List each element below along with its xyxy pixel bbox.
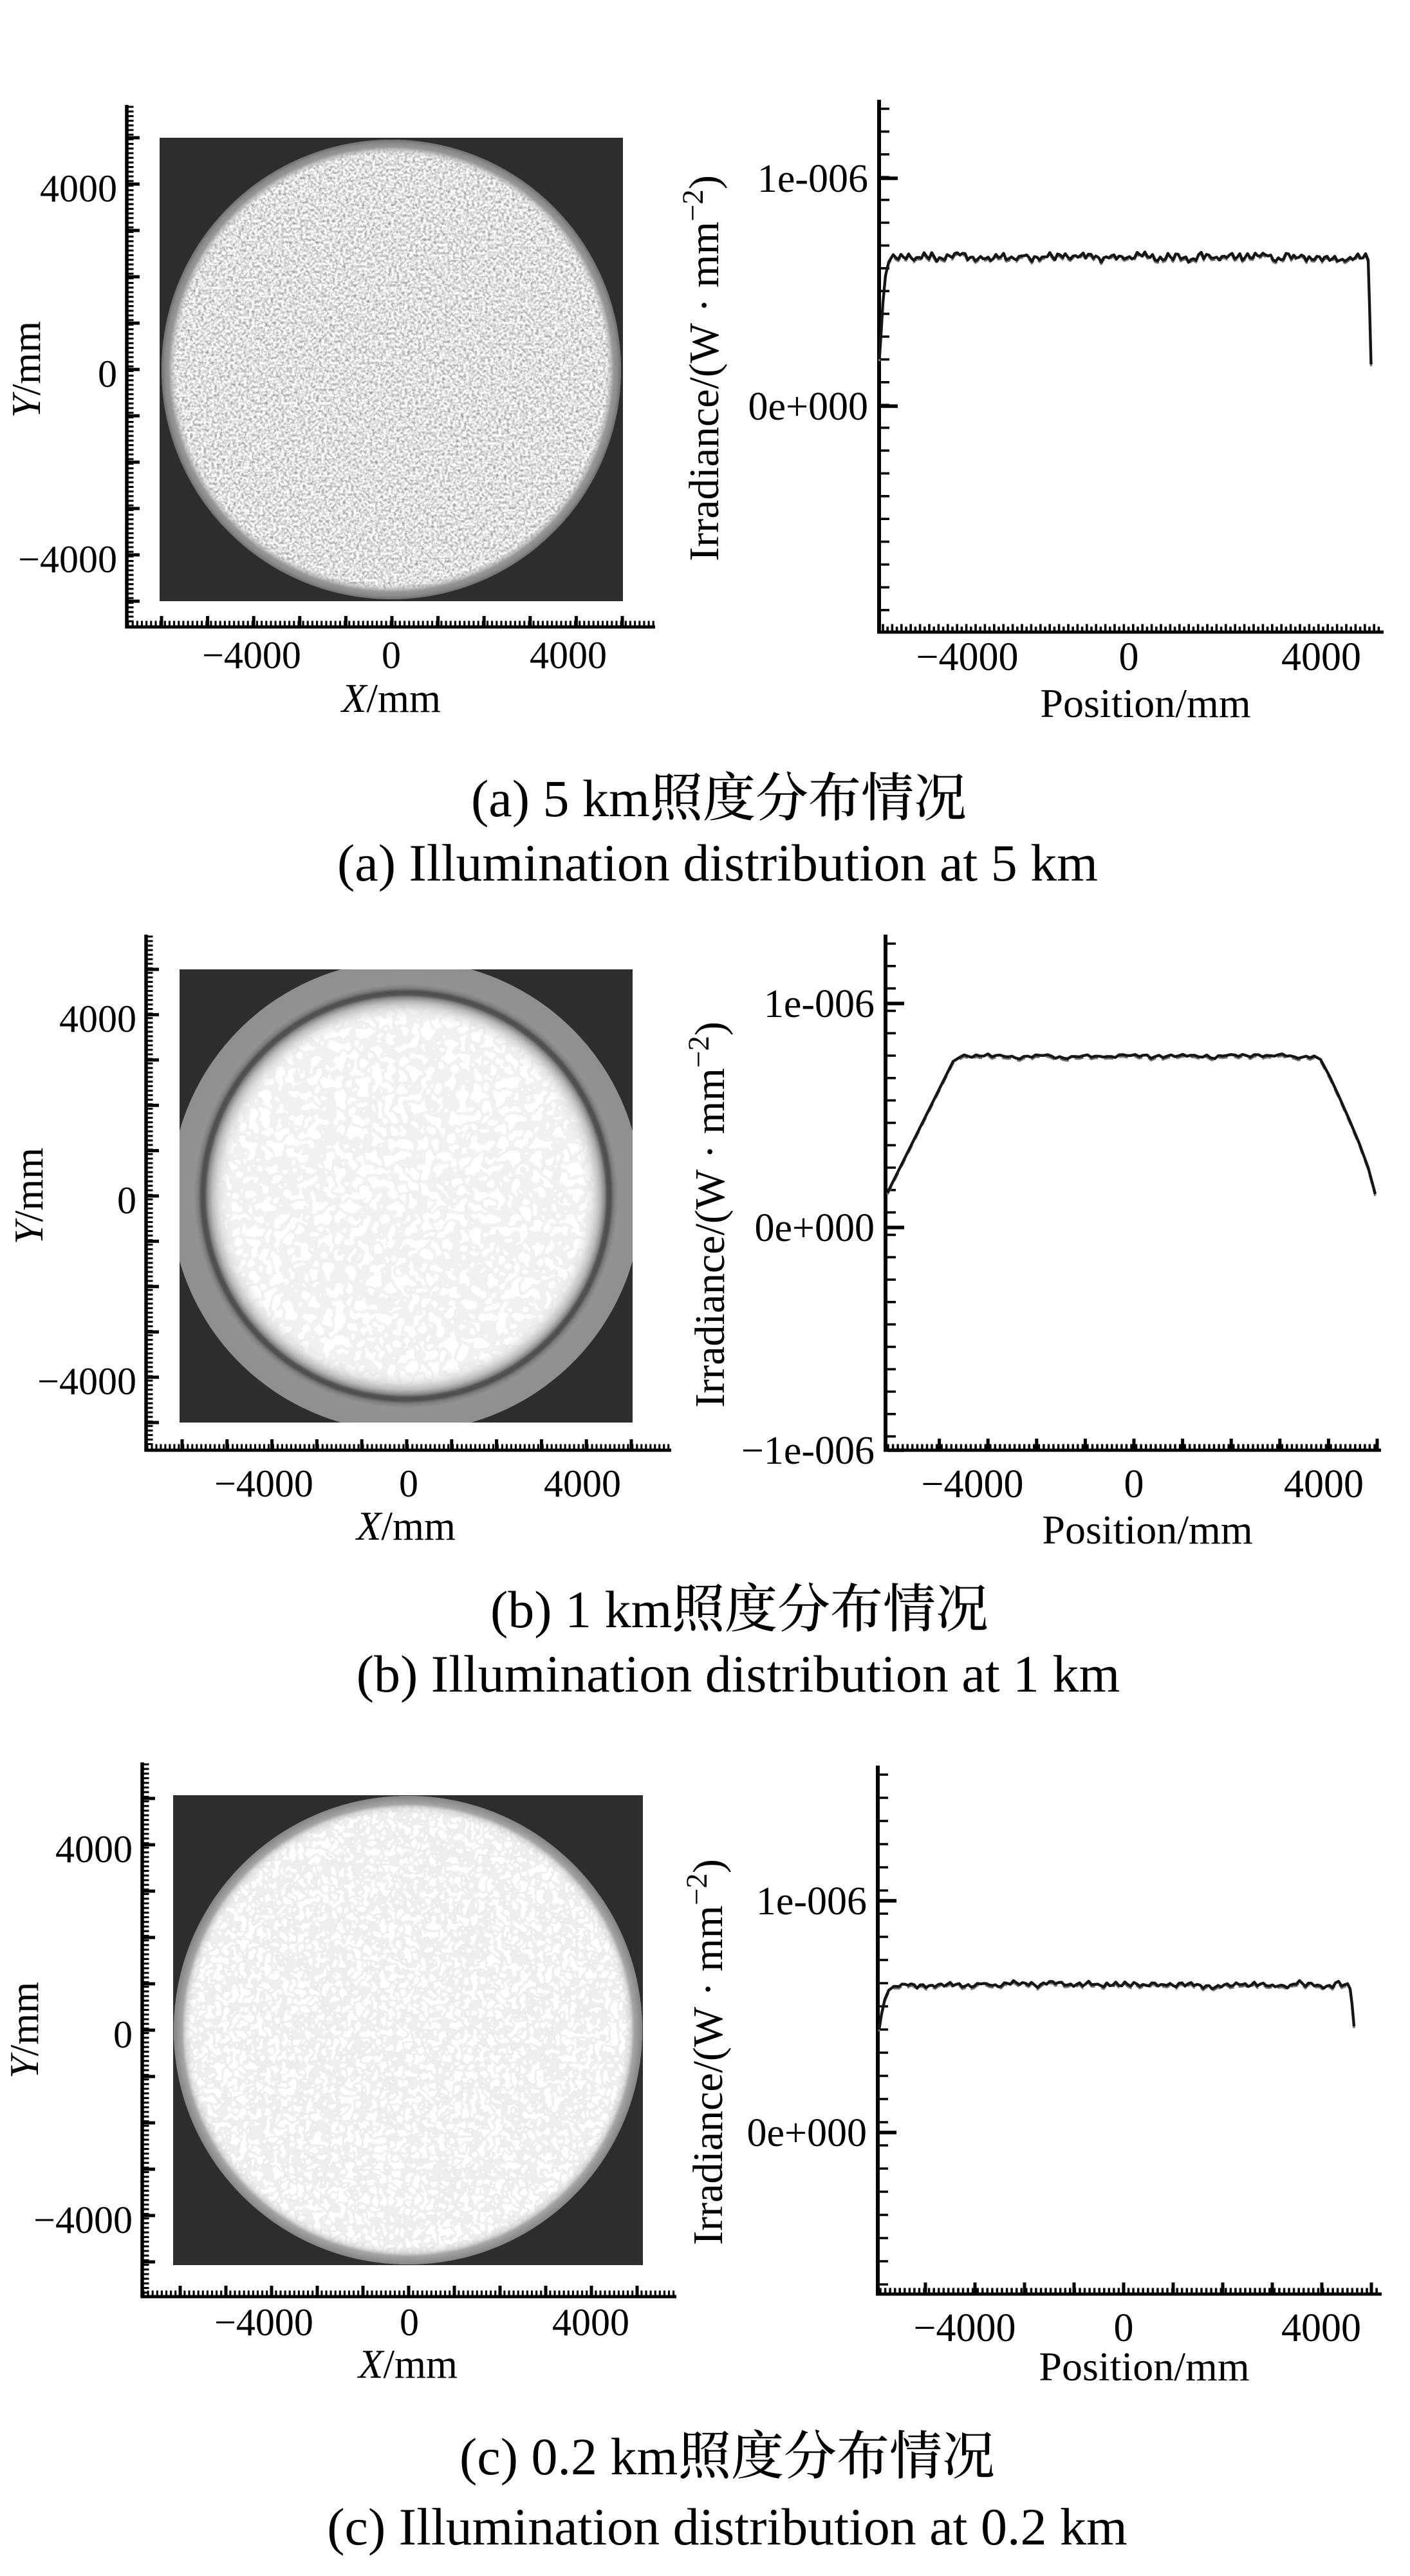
svg-text:−4000: −4000 xyxy=(214,1462,313,1505)
svg-text:(b) 1 km: (b) 1 km xyxy=(490,1580,672,1639)
svg-text:1e-006: 1e-006 xyxy=(764,982,875,1026)
svg-text:−4000: −4000 xyxy=(914,2306,1016,2350)
svg-text:X/mm: X/mm xyxy=(355,1504,456,1549)
svg-text:Irradiance/(W · mm−2): Irradiance/(W · mm−2) xyxy=(680,1859,732,2245)
svg-text:−4000: −4000 xyxy=(37,1360,136,1403)
svg-text:0: 0 xyxy=(1124,1462,1144,1506)
svg-text:0: 0 xyxy=(1119,635,1139,679)
svg-text:0e+000: 0e+000 xyxy=(755,1206,875,1250)
svg-text:−4000: −4000 xyxy=(33,2199,133,2241)
svg-text:0: 0 xyxy=(1114,2306,1134,2350)
svg-text:(c) 0.2 km: (c) 0.2 km xyxy=(459,2427,678,2486)
svg-text:Position/mm: Position/mm xyxy=(1040,680,1250,726)
svg-text:Y/mm: Y/mm xyxy=(6,1148,51,1245)
svg-text:−4000: −4000 xyxy=(202,634,301,677)
svg-text:(a) 5 km: (a) 5 km xyxy=(471,769,650,828)
svg-text:0: 0 xyxy=(399,1462,418,1505)
svg-text:4000: 4000 xyxy=(55,1828,133,1871)
svg-text:4000: 4000 xyxy=(40,167,117,210)
svg-text:X/mm: X/mm xyxy=(340,676,441,721)
svg-text:X/mm: X/mm xyxy=(357,2342,458,2387)
svg-text:Y/mm: Y/mm xyxy=(4,321,49,418)
svg-text:1e-006: 1e-006 xyxy=(757,157,868,201)
svg-text:Position/mm: Position/mm xyxy=(1042,1507,1252,1553)
svg-text:(c) Illumination distribution: (c) Illumination distribution at 0.2 km xyxy=(327,2497,1127,2556)
svg-text:Position/mm: Position/mm xyxy=(1039,2344,1249,2389)
svg-text:0e+000: 0e+000 xyxy=(747,2111,867,2155)
svg-text:1e-006: 1e-006 xyxy=(756,1880,867,1923)
svg-text:(b) Illumination distribution: (b) Illumination distribution at 1 km xyxy=(357,1645,1120,1703)
svg-text:0e+000: 0e+000 xyxy=(748,385,868,429)
svg-text:−4000: −4000 xyxy=(922,1462,1024,1506)
svg-text:Irradiance/(W · mm−2): Irradiance/(W · mm−2) xyxy=(676,175,728,561)
svg-text:4000: 4000 xyxy=(1281,2306,1361,2350)
svg-text:4000: 4000 xyxy=(1284,1462,1364,1506)
svg-text:4000: 4000 xyxy=(1281,635,1361,679)
svg-text:Y/mm: Y/mm xyxy=(2,1982,47,2079)
svg-text:0: 0 xyxy=(98,353,117,395)
svg-text:−4000: −4000 xyxy=(214,2301,313,2344)
svg-text:−1e-006: −1e-006 xyxy=(741,1429,875,1473)
svg-text:−4000: −4000 xyxy=(916,635,1019,679)
svg-text:0: 0 xyxy=(113,2013,133,2056)
svg-text:Irradiance/(W · mm−2): Irradiance/(W · mm−2) xyxy=(682,1022,734,1408)
svg-text:4000: 4000 xyxy=(552,2301,629,2344)
svg-text:0: 0 xyxy=(382,634,401,677)
svg-text:0: 0 xyxy=(117,1179,136,1222)
svg-text:0: 0 xyxy=(400,2301,419,2344)
svg-text:4000: 4000 xyxy=(59,998,136,1040)
svg-text:−4000: −4000 xyxy=(18,538,117,581)
svg-text:4000: 4000 xyxy=(530,634,607,677)
svg-text:(a) Illumination distribution: (a) Illumination distribution at 5 km xyxy=(337,834,1098,892)
svg-text:4000: 4000 xyxy=(544,1462,621,1505)
